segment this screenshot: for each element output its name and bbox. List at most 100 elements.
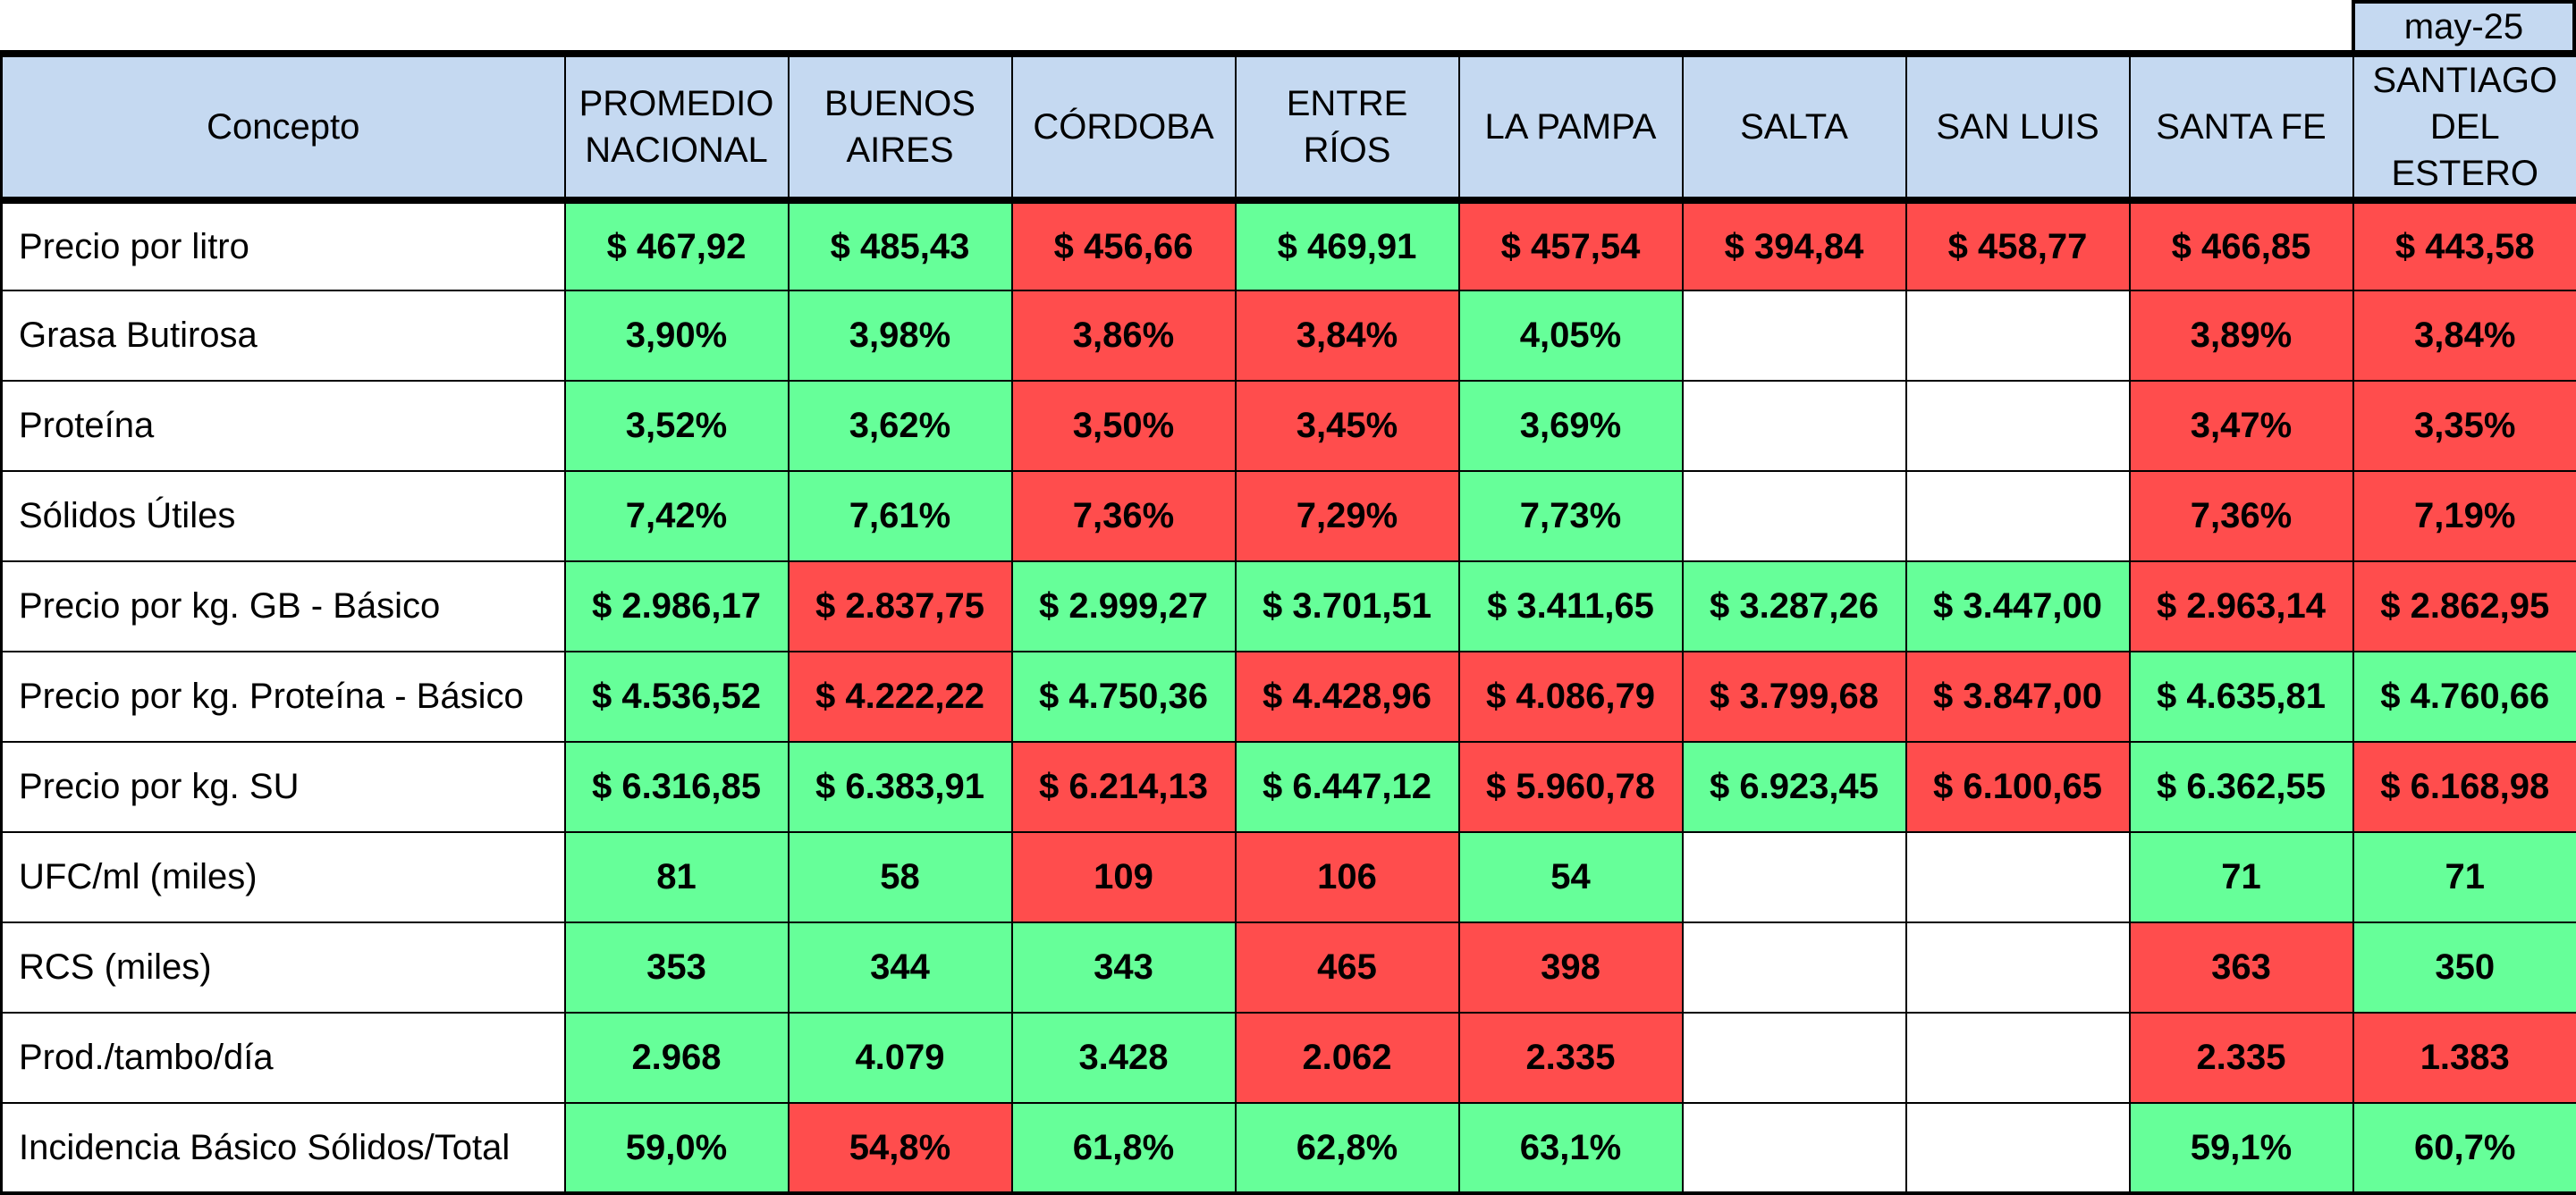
table-cell: $ 4.222,22 xyxy=(789,652,1012,742)
table-cell: 58 xyxy=(789,832,1012,922)
table-cell: 3,98% xyxy=(789,290,1012,381)
row-label: Proteína xyxy=(2,381,565,471)
table-cell: 465 xyxy=(1236,922,1459,1013)
table-cell: $ 2.999,27 xyxy=(1012,561,1236,652)
table-cell xyxy=(1906,1013,2130,1103)
table-cell: 59,0% xyxy=(565,1103,789,1193)
row-label: Incidencia Básico Sólidos/Total xyxy=(2,1103,565,1193)
table-cell: $ 394,84 xyxy=(1683,200,1906,290)
table-cell: $ 466,85 xyxy=(2130,200,2353,290)
table-cell: 62,8% xyxy=(1236,1103,1459,1193)
row-label: Precio por litro xyxy=(2,200,565,290)
table-cell: 7,36% xyxy=(2130,471,2353,561)
table-cell: 3,35% xyxy=(2353,381,2576,471)
milk-price-table: Concepto PROMEDIO NACIONAL BUENOS AIRES … xyxy=(0,50,2576,1195)
column-header-santiago-del-estero: SANTIAGO DEL ESTERO xyxy=(2353,54,2576,200)
table-cell: 54 xyxy=(1459,832,1683,922)
table-cell xyxy=(1683,832,1906,922)
table-cell: 353 xyxy=(565,922,789,1013)
table-cell: 7,73% xyxy=(1459,471,1683,561)
column-header-promedio-nacional: PROMEDIO NACIONAL xyxy=(565,54,789,200)
table-cell: $ 2.986,17 xyxy=(565,561,789,652)
row-label: Precio por kg. Proteína - Básico xyxy=(2,652,565,742)
row-label: Grasa Butirosa xyxy=(2,290,565,381)
row-label: Prod./tambo/día xyxy=(2,1013,565,1103)
table-cell: $ 3.447,00 xyxy=(1906,561,2130,652)
table-cell: 71 xyxy=(2130,832,2353,922)
table-cell: $ 6.214,13 xyxy=(1012,742,1236,832)
table-cell: 363 xyxy=(2130,922,2353,1013)
table-cell: $ 4.086,79 xyxy=(1459,652,1683,742)
table-cell: 61,8% xyxy=(1012,1103,1236,1193)
table-cell: 4,05% xyxy=(1459,290,1683,381)
table-cell: $ 6.447,12 xyxy=(1236,742,1459,832)
table-cell: 3,90% xyxy=(565,290,789,381)
table-cell: $ 6.383,91 xyxy=(789,742,1012,832)
row-label: RCS (miles) xyxy=(2,922,565,1013)
table-cell xyxy=(1906,922,2130,1013)
table-cell: $ 4.536,52 xyxy=(565,652,789,742)
table-cell: 3,86% xyxy=(1012,290,1236,381)
table-cell xyxy=(1906,290,2130,381)
table-cell: 71 xyxy=(2353,832,2576,922)
table-cell: 3,45% xyxy=(1236,381,1459,471)
table-cell: $ 4.750,36 xyxy=(1012,652,1236,742)
table-cell: $ 6.316,85 xyxy=(565,742,789,832)
table-cell: 7,61% xyxy=(789,471,1012,561)
table-cell: 2.335 xyxy=(1459,1013,1683,1103)
column-header-salta: SALTA xyxy=(1683,54,1906,200)
table-cell: $ 2.862,95 xyxy=(2353,561,2576,652)
table-cell: 344 xyxy=(789,922,1012,1013)
table-cell xyxy=(1906,381,2130,471)
table-cell: 63,1% xyxy=(1459,1103,1683,1193)
table-cell: 81 xyxy=(565,832,789,922)
table-row: Precio por kg. Proteína - Básico$ 4.536,… xyxy=(2,652,2576,742)
table-cell: 54,8% xyxy=(789,1103,1012,1193)
table-cell xyxy=(1906,832,2130,922)
table-cell xyxy=(1683,1103,1906,1193)
table-cell xyxy=(1683,471,1906,561)
table-cell: 3,84% xyxy=(1236,290,1459,381)
table-cell: 350 xyxy=(2353,922,2576,1013)
table-cell: $ 469,91 xyxy=(1236,200,1459,290)
table-cell: $ 3.847,00 xyxy=(1906,652,2130,742)
period-label: may-25 xyxy=(2352,0,2576,50)
table-cell: 7,29% xyxy=(1236,471,1459,561)
table-cell xyxy=(1906,1103,2130,1193)
row-label: Precio por kg. GB - Básico xyxy=(2,561,565,652)
table-cell: $ 4.760,66 xyxy=(2353,652,2576,742)
table-cell: $ 467,92 xyxy=(565,200,789,290)
column-header-entre-rios: ENTRE RÍOS xyxy=(1236,54,1459,200)
table-cell xyxy=(1683,1013,1906,1103)
table-cell: 2.062 xyxy=(1236,1013,1459,1103)
table-cell xyxy=(1683,922,1906,1013)
table-cell: 398 xyxy=(1459,922,1683,1013)
column-header-buenos-aires: BUENOS AIRES xyxy=(789,54,1012,200)
table-cell: $ 4.635,81 xyxy=(2130,652,2353,742)
table-cell: $ 5.960,78 xyxy=(1459,742,1683,832)
table-cell: 3.428 xyxy=(1012,1013,1236,1103)
column-header-la-pampa: LA PAMPA xyxy=(1459,54,1683,200)
table-cell: $ 6.100,65 xyxy=(1906,742,2130,832)
table-cell: 7,36% xyxy=(1012,471,1236,561)
table-cell xyxy=(1906,471,2130,561)
table-row: Precio por litro$ 467,92$ 485,43$ 456,66… xyxy=(2,200,2576,290)
table-cell: 3,62% xyxy=(789,381,1012,471)
table-cell: $ 2.963,14 xyxy=(2130,561,2353,652)
table-cell: 3,89% xyxy=(2130,290,2353,381)
table-cell: 109 xyxy=(1012,832,1236,922)
table-cell: 3,52% xyxy=(565,381,789,471)
table-cell: $ 2.837,75 xyxy=(789,561,1012,652)
table-cell: 343 xyxy=(1012,922,1236,1013)
table-cell: $ 457,54 xyxy=(1459,200,1683,290)
table-cell: $ 6.362,55 xyxy=(2130,742,2353,832)
column-header-san-luis: SAN LUIS xyxy=(1906,54,2130,200)
row-label: UFC/ml (miles) xyxy=(2,832,565,922)
